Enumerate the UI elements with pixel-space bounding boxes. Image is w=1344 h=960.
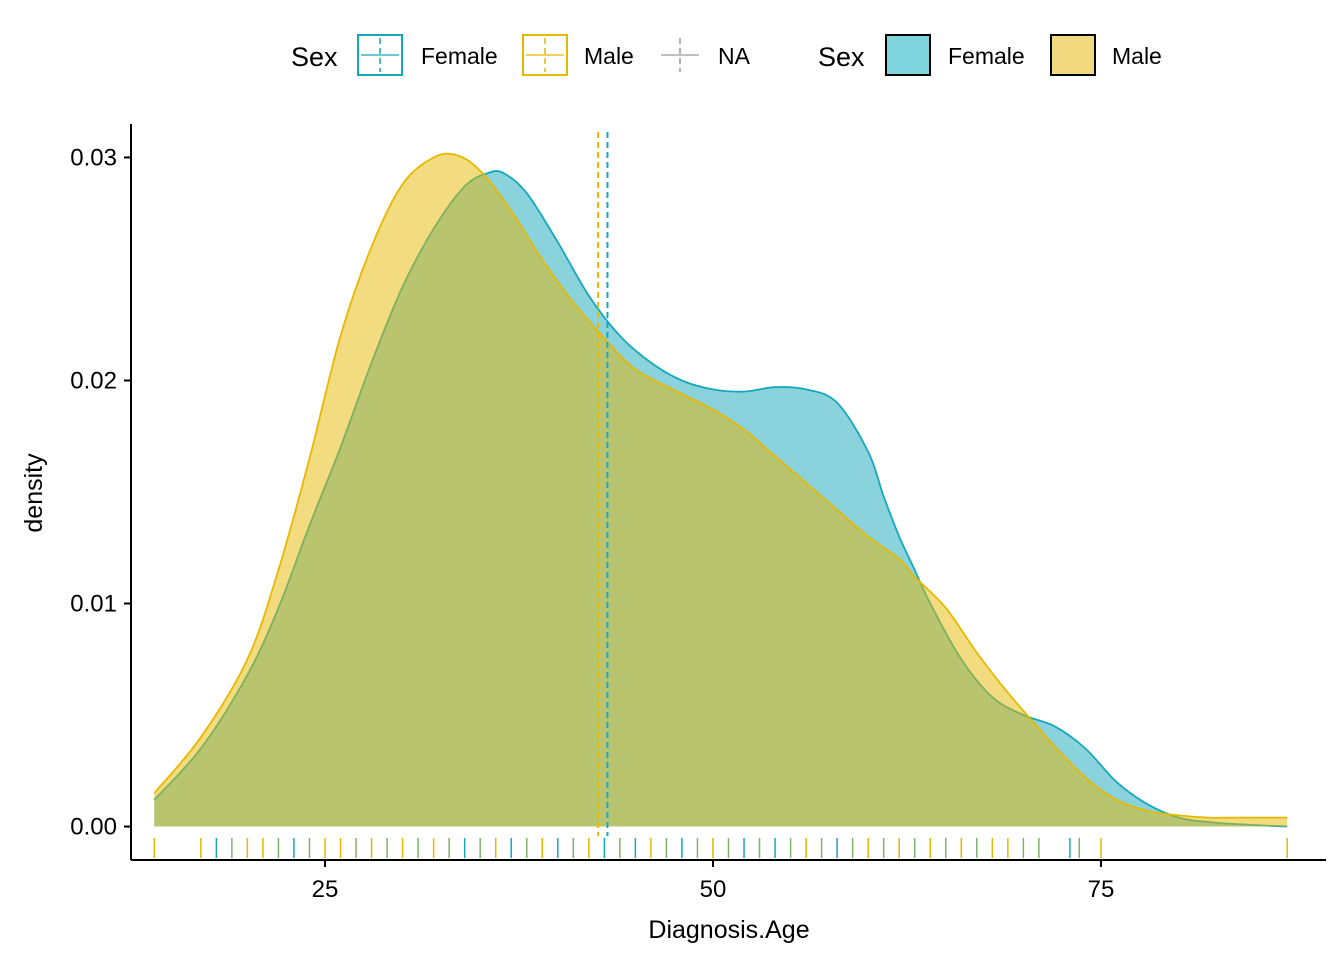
plot-area	[153, 132, 1288, 858]
legend-label-line-male: Male	[584, 43, 634, 69]
x-tick-label: 75	[1088, 876, 1115, 903]
y-axis-title: density	[20, 453, 48, 533]
y-tick-label: 0.03	[70, 144, 117, 171]
x-tick-label: 50	[700, 876, 727, 903]
y-tick-label: 0.01	[70, 591, 117, 618]
legend-label-line-na: NA	[718, 43, 751, 69]
y-tick-label: 0.00	[70, 814, 117, 841]
axes: 25 50 75 0.00 0.01 0.02 0.03	[70, 124, 1326, 903]
legend-key-fill-female	[885, 34, 931, 76]
legend-title-lines: Sex	[291, 42, 338, 72]
legend: Sex Female Male NA Sex Female Male	[291, 34, 1162, 76]
density-line-male	[153, 152, 1288, 819]
legend-title-fill: Sex	[818, 42, 865, 72]
legend-label-line-female: Female	[421, 43, 498, 69]
x-axis-title: Diagnosis.Age	[648, 916, 809, 944]
legend-label-fill-male: Male	[1112, 43, 1162, 69]
x-tick-label: 25	[312, 876, 339, 903]
density-area-male	[154, 153, 1288, 827]
legend-key-fill-male	[1050, 34, 1096, 76]
y-tick-label: 0.02	[70, 367, 117, 394]
legend-label-fill-female: Female	[948, 43, 1025, 69]
